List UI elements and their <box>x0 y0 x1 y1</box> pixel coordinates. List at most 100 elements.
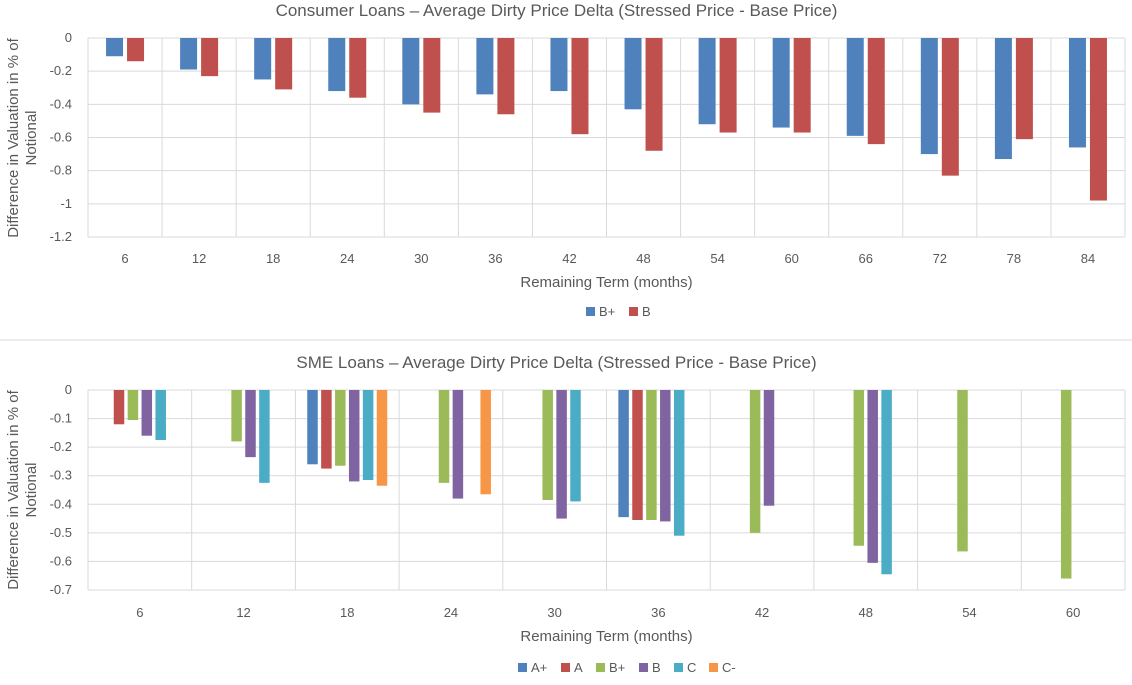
y-tick-label: -1.2 <box>50 229 72 244</box>
bar-A-6 <box>113 390 125 425</box>
y-tick-label: 0 <box>65 382 72 397</box>
x-tick-label: 42 <box>755 605 769 620</box>
y-tick-label: -0.8 <box>50 163 72 178</box>
bar-Aplus-36 <box>618 390 629 518</box>
y-tick-label: -0.1 <box>50 411 72 426</box>
bar-B-48 <box>867 390 878 563</box>
bar-B-18 <box>348 390 360 482</box>
y-axis-title-line: Notional <box>23 110 40 165</box>
x-tick-label: 18 <box>266 251 280 266</box>
bar-Bplus-48 <box>853 390 865 546</box>
y-axis-title-line: Notional <box>23 462 40 517</box>
x-tick-label: 36 <box>488 251 502 266</box>
legend-label-B+: B+ <box>599 304 615 319</box>
bar-Cminus-18 <box>376 390 388 486</box>
y-tick-label: -0.2 <box>50 63 72 78</box>
bar-B-30 <box>556 390 567 519</box>
x-tick-label: 72 <box>933 251 947 266</box>
bar-C-12 <box>259 390 270 483</box>
legend-label-B: B <box>652 660 661 675</box>
x-tick-label: 18 <box>340 605 354 620</box>
x-tick-label: 48 <box>636 251 650 266</box>
x-tick-label: 84 <box>1081 251 1095 266</box>
legend-label-B: B <box>642 304 651 319</box>
bar-B-42 <box>763 390 775 506</box>
bar-B-78 <box>1015 38 1033 140</box>
legend: B+ B <box>586 304 651 319</box>
bar-Bplus-78 <box>994 38 1012 160</box>
legend-swatch-B <box>639 663 648 672</box>
x-tick-label: 24 <box>444 605 458 620</box>
bar-C-36 <box>673 390 685 536</box>
y-tick-label: -0.6 <box>50 130 72 145</box>
bar-Bplus-66 <box>846 38 864 136</box>
bar-B-12 <box>245 390 256 458</box>
x-axis-title: Remaining Term (months) <box>520 628 692 645</box>
bar-Bplus-12 <box>231 390 242 442</box>
x-tick-label: 36 <box>651 605 665 620</box>
legend-swatch-C <box>674 663 683 672</box>
bar-B-24 <box>452 390 464 499</box>
x-tick-label: 54 <box>710 251 724 266</box>
bar-Bplus-42 <box>749 390 761 533</box>
legend-swatch-A+ <box>518 663 527 672</box>
legend-swatch-C- <box>709 663 718 672</box>
bar-Aplus-18 <box>307 390 318 465</box>
y-tick-label: -0.3 <box>50 468 72 483</box>
bar-B-18 <box>275 38 293 90</box>
bar-B-36 <box>497 38 515 115</box>
y-tick-label: -0.7 <box>50 582 72 597</box>
legend-swatch-B+ <box>596 663 605 672</box>
bar-A-36 <box>632 390 643 520</box>
bar-B-60 <box>793 38 811 133</box>
x-tick-label: 12 <box>236 605 250 620</box>
bar-Bplus-36 <box>476 38 494 95</box>
bar-C-30 <box>570 390 581 502</box>
y-tick-label: -0.6 <box>50 553 72 568</box>
y-tick-label: -0.5 <box>50 525 72 540</box>
x-tick-label: 48 <box>859 605 873 620</box>
bar-B-72 <box>941 38 959 176</box>
legend-label-A+: A+ <box>531 660 547 675</box>
bar-Bplus-54 <box>698 38 716 125</box>
x-tick-label: 60 <box>1066 605 1080 620</box>
bar-B-24 <box>349 38 367 98</box>
bar-C-6 <box>155 390 166 440</box>
x-tick-label: 30 <box>547 605 561 620</box>
x-tick-label: 66 <box>859 251 873 266</box>
y-axis-title-line: Difference in Valuation in % of <box>5 389 22 589</box>
x-axis-title: Remaining Term (months) <box>520 274 692 291</box>
y-axis-title: Difference in Valuation in % ofNotional <box>5 389 40 589</box>
x-tick-label: 54 <box>962 605 976 620</box>
chart-title: SME Loans – Average Dirty Price Delta (S… <box>296 353 816 372</box>
legend-label-B+: B+ <box>609 660 625 675</box>
bar-Bplus-30 <box>402 38 420 105</box>
bar-Bplus-18 <box>254 38 272 80</box>
x-tick-label: 24 <box>340 251 354 266</box>
legend: A+ A B+ B C C- <box>518 660 736 675</box>
y-tick-label: -1 <box>60 196 72 211</box>
legend-swatch-B+ <box>586 307 595 316</box>
chart-1: Consumer Loans – Average Dirty Price Del… <box>5 1 1126 319</box>
bar-Bplus-24 <box>438 390 450 483</box>
chart-title: Consumer Loans – Average Dirty Price Del… <box>276 1 838 20</box>
bar-Bplus-54 <box>957 390 968 552</box>
bar-C-48 <box>881 390 892 575</box>
x-tick-label: 30 <box>414 251 428 266</box>
bar-A-18 <box>321 390 332 469</box>
x-tick-label: 6 <box>121 251 128 266</box>
bar-B-12 <box>201 38 219 77</box>
bar-Bplus-6 <box>106 38 124 57</box>
bar-Bplus-6 <box>127 390 139 420</box>
bar-B-42 <box>571 38 589 135</box>
x-tick-label: 6 <box>136 605 143 620</box>
bar-Bplus-60 <box>772 38 790 128</box>
bar-Bplus-18 <box>335 390 346 466</box>
legend-swatch-B <box>629 307 638 316</box>
bar-Bplus-72 <box>920 38 938 155</box>
x-tick-label: 60 <box>784 251 798 266</box>
bar-B-48 <box>645 38 663 151</box>
y-tick-label: -0.4 <box>50 496 72 511</box>
x-tick-label: 42 <box>562 251 576 266</box>
